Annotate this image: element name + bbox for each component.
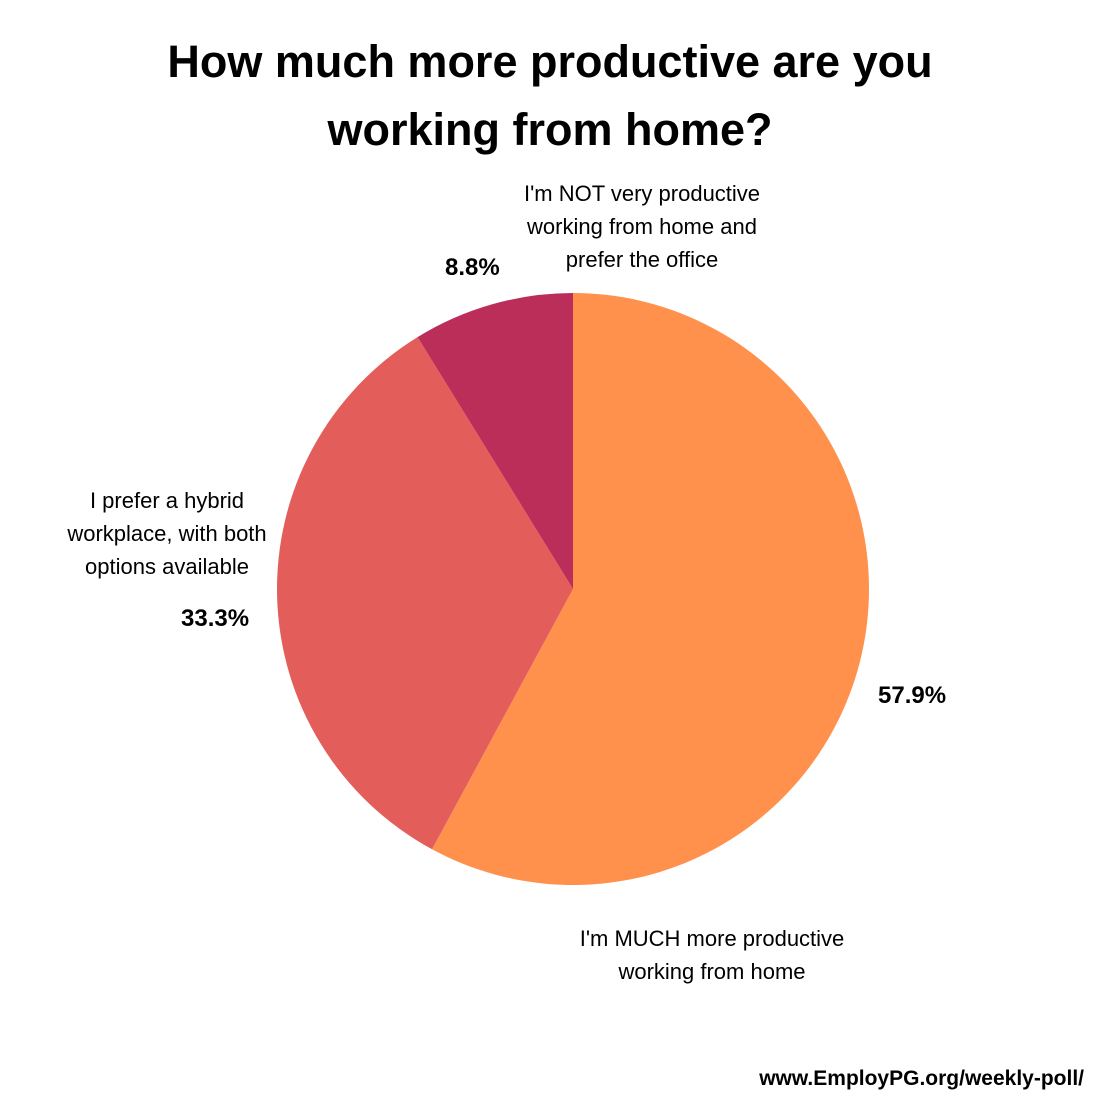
slice-label-not-productive: I'm NOT very productive working from hom… bbox=[482, 177, 802, 276]
slice-label-hybrid: I prefer a hybrid workplace, with both o… bbox=[42, 484, 292, 583]
slice-label-line: workplace, with both bbox=[67, 521, 267, 546]
chart-title: How much more productive are you working… bbox=[0, 28, 1100, 164]
slice-label-line: prefer the office bbox=[565, 247, 719, 272]
slice-label-line: I prefer a hybrid bbox=[89, 488, 245, 513]
slice-label-line: I'm NOT very productive bbox=[523, 181, 761, 206]
slice-label-much-more-productive: I'm MUCH more productive working from ho… bbox=[532, 922, 892, 988]
source-url: www.EmployPG.org/weekly-poll/ bbox=[759, 1067, 1084, 1090]
chart-title-line-1: How much more productive are you bbox=[167, 36, 933, 87]
slice-label-line: I'm MUCH more productive bbox=[579, 926, 845, 951]
slice-label-line: working from home bbox=[618, 959, 806, 984]
slice-label-line: options available bbox=[85, 554, 249, 579]
pie-slice-not-productive bbox=[417, 293, 573, 589]
slice-label-line: working from home and bbox=[527, 214, 757, 239]
value-label-much-more-productive: 57.9% bbox=[878, 682, 947, 709]
pie-slice-much-more-productive bbox=[432, 293, 869, 885]
chart-title-line-2: working from home? bbox=[327, 104, 773, 155]
value-label-hybrid: 33.3% bbox=[181, 605, 250, 632]
pie-slice-hybrid bbox=[276, 337, 573, 850]
value-label-not-productive: 8.8% bbox=[445, 254, 500, 281]
